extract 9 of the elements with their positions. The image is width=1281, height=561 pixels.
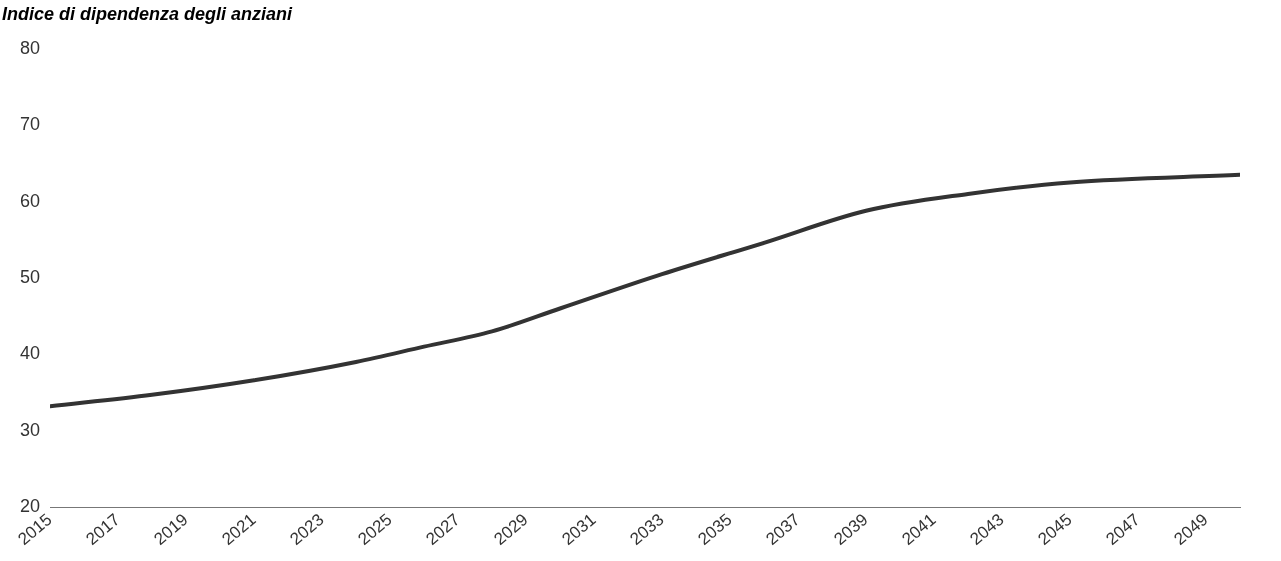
- y-tick-label: 20: [19, 496, 41, 517]
- line-series: [50, 172, 1240, 409]
- y-tick-label: 70: [19, 114, 41, 135]
- y-tick-label: 60: [19, 190, 41, 211]
- y-tick-label: 80: [19, 37, 41, 58]
- y-tick-label: 40: [19, 343, 41, 364]
- y-tick-label: 50: [19, 266, 41, 287]
- y-tick-label: 30: [19, 419, 41, 440]
- chart-title: Indice di dipendenza degli anziani: [1, 3, 294, 26]
